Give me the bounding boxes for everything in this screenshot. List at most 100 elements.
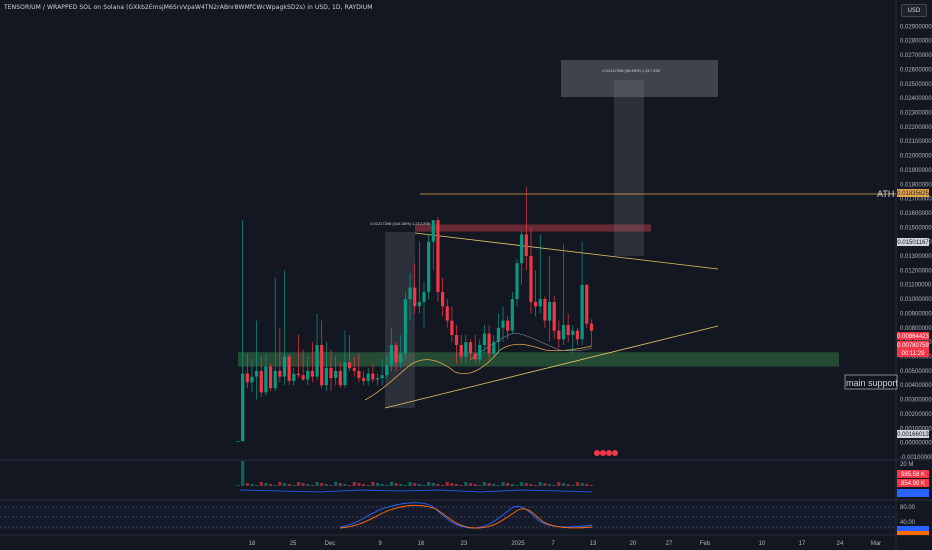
- measure-box-left[interactable]: [385, 232, 415, 408]
- candle-body[interactable]: [501, 320, 505, 328]
- candle-body[interactable]: [334, 370, 338, 379]
- volume-panel: [236, 461, 593, 493]
- candle-body[interactable]: [534, 301, 538, 307]
- upper-trendline[interactable]: [414, 232, 719, 270]
- candle-body[interactable]: [566, 324, 570, 335]
- candle-body[interactable]: [310, 370, 314, 377]
- currency-selector-button[interactable]: USD: [901, 4, 927, 17]
- candle-body[interactable]: [575, 330, 580, 340]
- candle-body[interactable]: [492, 342, 496, 354]
- candle-body[interactable]: [454, 334, 459, 346]
- candle-body[interactable]: [468, 342, 473, 354]
- candle-body[interactable]: [450, 320, 454, 335]
- price-axis[interactable]: 0.02900000 0.02800000 0.02700000 0.02600000…: [900, 24, 932, 461]
- measure-box-projection[interactable]: [614, 80, 644, 256]
- candle-body[interactable]: [389, 345, 394, 366]
- candle-body[interactable]: [245, 373, 249, 383]
- candle-body[interactable]: [380, 375, 384, 379]
- candle-body[interactable]: [329, 368, 333, 379]
- candle-body[interactable]: [241, 373, 245, 442]
- candle-body[interactable]: [268, 366, 273, 389]
- candle-body[interactable]: [496, 327, 500, 343]
- candle-body[interactable]: [296, 373, 301, 376]
- candle-body[interactable]: [445, 306, 449, 321]
- candle-body[interactable]: [282, 356, 287, 377]
- candle-body[interactable]: [529, 256, 533, 302]
- candle-body[interactable]: [585, 284, 589, 324]
- candle-body[interactable]: [273, 370, 277, 389]
- volume-bar: [492, 484, 496, 486]
- candle-body[interactable]: [524, 234, 528, 257]
- candle-body[interactable]: [552, 301, 556, 331]
- candle-body[interactable]: [371, 373, 375, 380]
- candle-body[interactable]: [436, 220, 440, 292]
- candle-body[interactable]: [343, 362, 347, 386]
- candlestick-series[interactable]: [236, 187, 593, 443]
- candle-body[interactable]: [255, 370, 259, 377]
- candle-body[interactable]: [422, 291, 426, 302]
- candle-body[interactable]: [375, 378, 380, 380]
- candle-body[interactable]: [403, 299, 407, 354]
- candle-body[interactable]: [278, 370, 282, 377]
- price-axis-tick: 0.01600000: [900, 211, 932, 217]
- candle-body[interactable]: [473, 353, 477, 360]
- candle-body[interactable]: [571, 330, 575, 335]
- volume-bar: [292, 485, 296, 486]
- candle-body[interactable]: [543, 299, 547, 321]
- candle-body[interactable]: [301, 375, 305, 380]
- candle-body[interactable]: [515, 263, 519, 300]
- candle-body[interactable]: [417, 301, 421, 307]
- event-icons[interactable]: [594, 450, 618, 456]
- candle-body[interactable]: [306, 370, 310, 380]
- candle-body[interactable]: [557, 330, 561, 340]
- main-support-zone[interactable]: [238, 352, 839, 367]
- candle-body[interactable]: [352, 368, 356, 371]
- candle-body[interactable]: [520, 234, 524, 264]
- candle-body[interactable]: [250, 376, 254, 383]
- candle-body[interactable]: [292, 373, 296, 381]
- candle-body[interactable]: [547, 301, 552, 321]
- candle-body[interactable]: [399, 353, 403, 363]
- candle-body[interactable]: [510, 299, 514, 331]
- candle-body[interactable]: [482, 333, 487, 346]
- candle-body[interactable]: [413, 287, 417, 307]
- candle-body[interactable]: [464, 342, 468, 357]
- candle-body[interactable]: [561, 324, 566, 340]
- candle-body[interactable]: [589, 323, 593, 331]
- volume-bar: [380, 484, 384, 486]
- candle-body[interactable]: [259, 370, 263, 393]
- lower-trendline[interactable]: [384, 325, 719, 409]
- candle-body[interactable]: [320, 345, 324, 386]
- candle-body[interactable]: [348, 362, 352, 368]
- candle-body[interactable]: [580, 284, 584, 340]
- candle-body[interactable]: [385, 365, 389, 376]
- time-axis-tick: Mar: [871, 541, 881, 547]
- candle-body[interactable]: [287, 356, 291, 381]
- candle-body[interactable]: [487, 333, 491, 354]
- measure-box-target[interactable]: [561, 60, 718, 97]
- resistance-zone[interactable]: [415, 224, 651, 232]
- candle-body[interactable]: [478, 345, 482, 360]
- price-tag-2: 0.00780759: [897, 343, 929, 349]
- candle-body[interactable]: [441, 291, 445, 307]
- candle-body[interactable]: [264, 366, 268, 393]
- candle-body[interactable]: [324, 368, 328, 386]
- candle-body[interactable]: [459, 345, 463, 357]
- candle-body[interactable]: [394, 345, 398, 363]
- time-axis[interactable]: 18 25 Dec 9 16 23 2025 7 13 20 27 Feb 10 17 24 Mar: [249, 541, 882, 547]
- candle-body[interactable]: [408, 287, 412, 300]
- candle-body[interactable]: [357, 370, 361, 379]
- candle-body[interactable]: [538, 299, 542, 307]
- candle-body[interactable]: [427, 241, 431, 292]
- candle-body[interactable]: [315, 345, 319, 377]
- candle-body[interactable]: [366, 373, 370, 381]
- candle-body[interactable]: [431, 220, 435, 242]
- ma-line-2: [469, 332, 593, 361]
- candle-body[interactable]: [506, 320, 510, 331]
- candle-body[interactable]: [361, 378, 366, 381]
- candle-body[interactable]: [338, 370, 342, 386]
- candle-body[interactable]: [236, 441, 240, 443]
- time-axis-tick: 20: [630, 541, 637, 547]
- volume-bar: [329, 485, 333, 486]
